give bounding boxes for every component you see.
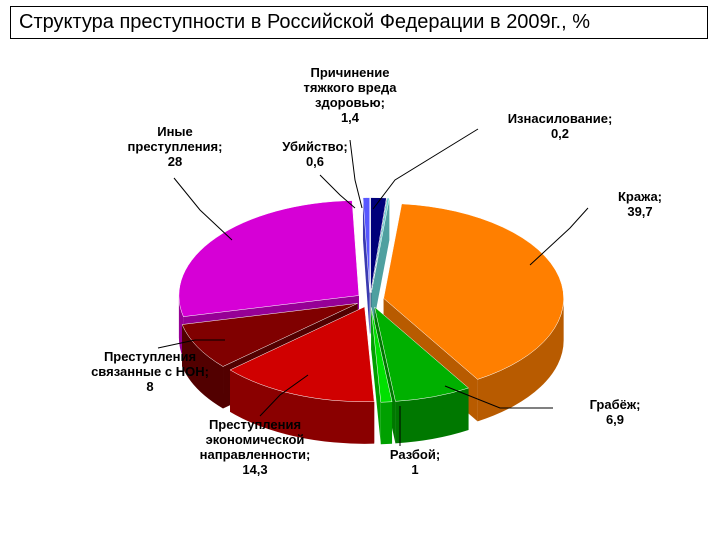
slice-label: Разбой; 1 (355, 448, 475, 478)
page-title: Структура преступности в Российской Феде… (10, 6, 708, 39)
slice-label: Причинение тяжкого вреда здоровью; 1,4 (275, 66, 425, 126)
slice-label: Кража; 39,7 (590, 190, 690, 220)
slice-label: Грабёж; 6,9 (555, 398, 675, 428)
slice-label: Преступления связанные с НОН; 8 (55, 350, 245, 395)
slice-label: Убийство; 0,6 (255, 140, 375, 170)
slice-label: Иные преступления; 28 (100, 125, 250, 170)
pie-chart: Причинение тяжкого вреда здоровью; 1,4 Из… (0, 50, 720, 540)
slice-label: Преступления экономической направленност… (155, 418, 355, 478)
slice-label: Изнасилование; 0,2 (480, 112, 640, 142)
